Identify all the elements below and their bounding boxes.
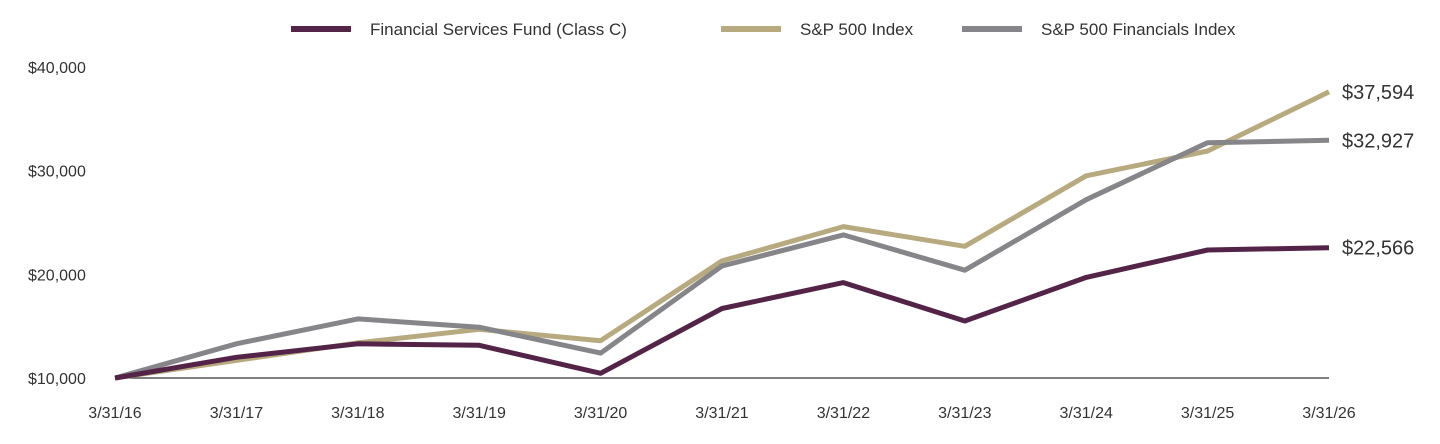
- series-line: [114, 245, 1330, 381]
- legend-label: Financial Services Fund (Class C): [370, 20, 627, 39]
- series-line: [114, 89, 1331, 381]
- x-tick-label: 3/31/25: [1181, 405, 1234, 422]
- end-value-label: $32,927: [1342, 130, 1414, 152]
- end-value-label: $37,594: [1342, 82, 1414, 104]
- y-tick-label: $20,000: [28, 267, 86, 284]
- x-tick-label: 3/31/24: [1060, 405, 1113, 422]
- end-labels: $22,566 $37,594 $32,927: [1342, 82, 1414, 260]
- x-tick-label: 3/31/18: [331, 405, 384, 422]
- y-tick-label: $10,000: [28, 371, 86, 388]
- x-tick-label: 3/31/19: [453, 405, 506, 422]
- end-value-label: $22,566: [1342, 238, 1414, 260]
- y-tick-label: $30,000: [28, 164, 86, 181]
- x-tick-label: 3/31/16: [88, 405, 141, 422]
- x-axis: 3/31/16 3/31/17 3/31/18 3/31/19 3/31/20 3/31/…: [88, 405, 1355, 422]
- x-tick-label: 3/31/17: [210, 405, 263, 422]
- y-tick-label: $40,000: [28, 60, 86, 77]
- x-tick-label: 3/31/20: [574, 405, 627, 422]
- legend: Financial Services Fund (Class C) S&P 500…: [291, 20, 1236, 39]
- legend-label: S&P 500 Financials Index: [1041, 20, 1236, 39]
- y-axis: $10,000 $20,000 $30,000 $40,000: [28, 60, 86, 388]
- legend-label: S&P 500 Index: [800, 20, 914, 39]
- x-tick-label: 3/31/21: [695, 405, 748, 422]
- x-tick-label: 3/31/23: [938, 405, 991, 422]
- x-tick-label: 3/31/22: [817, 405, 870, 422]
- series-line: [114, 137, 1330, 381]
- x-tick-label: 3/31/26: [1302, 405, 1355, 422]
- series-layer: [114, 89, 1331, 381]
